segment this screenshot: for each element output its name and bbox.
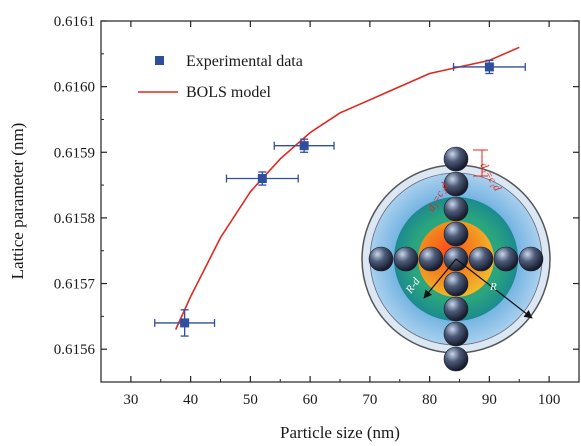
data-marker	[180, 318, 190, 328]
atom-sphere	[443, 221, 469, 247]
series-experimental-data	[154, 59, 526, 337]
x-tick-label: 50	[243, 392, 258, 408]
inset-atoms	[368, 146, 544, 372]
atom-sphere	[443, 271, 469, 297]
y-tick-labels: 0.6156 0.6157 0.6158 0.6159 0.6160 0.6161	[54, 14, 96, 358]
y-tick-label: 0.6156	[54, 342, 96, 358]
core-shell-model-inset: d₂=c₂d d₁=c₁d R-d R	[361, 146, 551, 372]
atom-sphere	[443, 196, 469, 222]
x-tick-label: 100	[538, 392, 561, 408]
x-tick-label: 60	[303, 392, 318, 408]
atom-sphere	[418, 246, 444, 272]
experimental-point	[273, 138, 335, 153]
atom-sphere	[468, 246, 494, 272]
x-tick-label: 70	[362, 392, 377, 408]
experimental-point	[154, 309, 216, 337]
y-tick-label: 0.6157	[54, 277, 96, 293]
experimental-point	[452, 59, 526, 75]
legend: Experimental data BOLS model	[138, 53, 303, 101]
atom-sphere	[443, 321, 469, 347]
atom-sphere	[493, 246, 519, 272]
x-tick-label: 30	[123, 392, 138, 408]
atom-sphere	[393, 246, 419, 272]
x-tick-label: 90	[482, 392, 497, 408]
data-marker	[257, 174, 267, 184]
x-tick-label: 40	[183, 392, 198, 408]
inset-label-r: R	[489, 281, 497, 293]
legend-label-bols: BOLS model	[186, 84, 271, 101]
atom-sphere	[443, 171, 469, 197]
experimental-point	[225, 171, 299, 186]
atom-sphere	[518, 246, 544, 272]
x-tick-label: 80	[422, 392, 437, 408]
data-marker	[484, 62, 494, 72]
legend-marker-experimental	[155, 56, 164, 65]
x-axis-title: Particle size (nm)	[280, 423, 400, 442]
legend-label-experimental: Experimental data	[186, 53, 303, 70]
y-tick-label: 0.6159	[54, 145, 95, 161]
y-tick-label: 0.6158	[54, 211, 95, 227]
atom-sphere	[368, 246, 394, 272]
axis-ticks	[100, 20, 580, 383]
x-tick-labels: 30 40 50 60 70 80 90 100	[123, 392, 560, 408]
atom-sphere	[443, 146, 469, 172]
y-axis-title: Lattice parameter (nm)	[8, 123, 27, 280]
atom-sphere	[443, 346, 469, 372]
atom-sphere	[443, 296, 469, 322]
data-marker	[299, 141, 309, 151]
y-tick-label: 0.6161	[54, 14, 95, 30]
y-tick-label: 0.6160	[54, 80, 95, 96]
